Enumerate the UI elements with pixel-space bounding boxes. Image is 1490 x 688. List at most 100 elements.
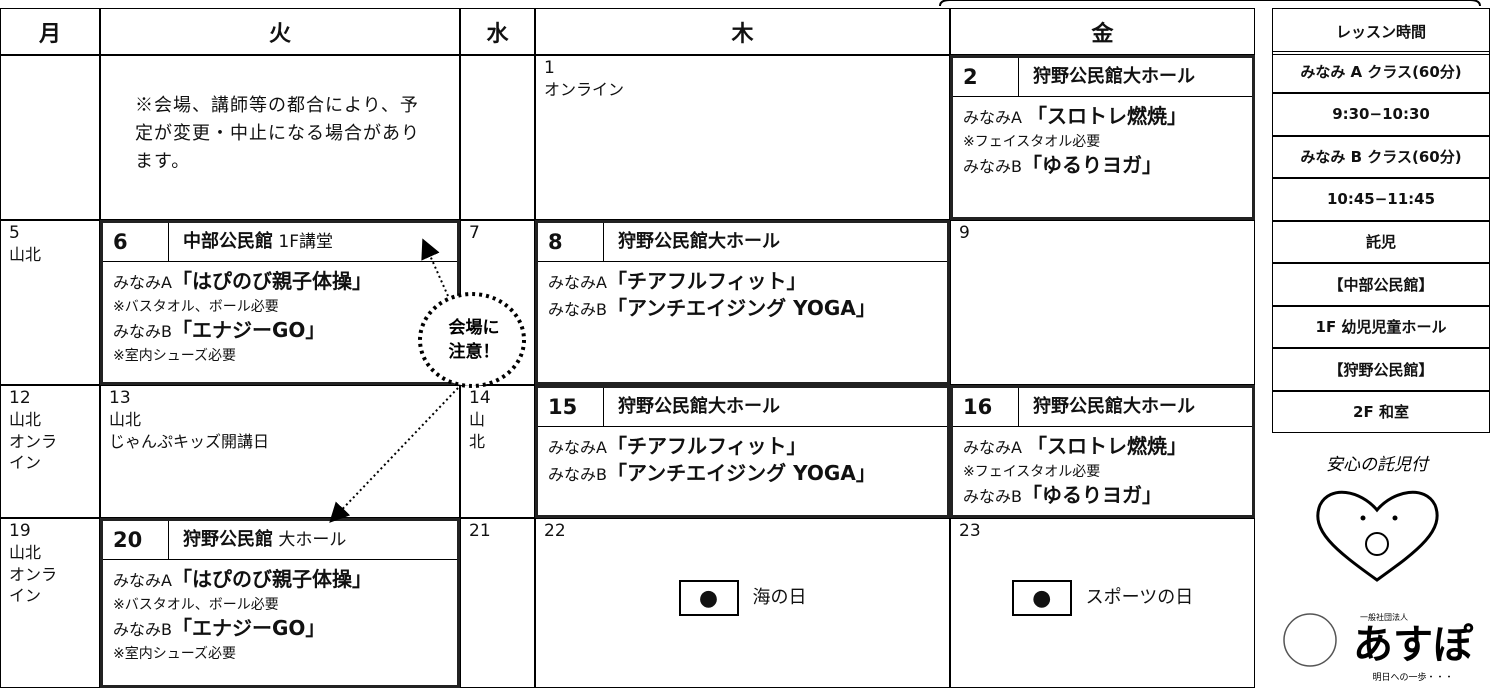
venue-name: 狩野公民館大ホール bbox=[1033, 395, 1195, 417]
text: みなみA bbox=[548, 273, 607, 292]
text: みなみB bbox=[548, 300, 607, 319]
lesson-row: 1F 幼児児童ホール bbox=[1272, 305, 1490, 348]
day-header: 金 bbox=[950, 8, 1255, 55]
globe bbox=[1283, 613, 1337, 667]
heart bbox=[1316, 490, 1439, 582]
venue-strip: 16 狩野公民館大ホール bbox=[953, 388, 1252, 427]
line: ※室内シューズ必要 bbox=[113, 642, 447, 664]
line: みなみB「エナジーGO」 bbox=[113, 317, 447, 344]
text: ※フェイスタオル必要 bbox=[963, 464, 1101, 480]
line: みなみA「チアフルフィット」 bbox=[548, 268, 937, 295]
date: 20 bbox=[103, 521, 169, 559]
venue: 狩野公民館大ホール bbox=[604, 231, 780, 254]
day-cell: 5 山北 bbox=[0, 220, 100, 385]
text: 山北 bbox=[469, 410, 486, 451]
line: みなみA「はぴのび親子体操」 bbox=[113, 268, 447, 295]
venue: 中部公民館 1F講堂 bbox=[169, 231, 333, 254]
day-cell: 12 山北 オンライン bbox=[0, 385, 100, 518]
venue-name: 中部公民館 bbox=[183, 230, 273, 252]
text: 「アンチエイジング YOGA」 bbox=[606, 296, 876, 320]
text: 山北 bbox=[9, 410, 42, 430]
line: みなみA「チアフルフィット」 bbox=[548, 433, 937, 460]
holiday: ● 海の日 bbox=[544, 580, 941, 617]
text: 「エナジーGO」 bbox=[171, 317, 326, 342]
line: 山北 bbox=[469, 409, 487, 452]
logo-name: あすぽ bbox=[1353, 621, 1474, 668]
text: ※バスタオル、ボール必要 bbox=[113, 299, 279, 315]
line: みなみA 「スロトレ燃焼」 bbox=[963, 433, 1242, 460]
venue-name: 狩野公民館大ホール bbox=[1033, 65, 1195, 87]
text: 「チアフルフィット」 bbox=[606, 434, 807, 458]
text: みなみB bbox=[113, 321, 172, 341]
line: 山北 bbox=[9, 542, 62, 564]
motto: 明日への一歩・・・ bbox=[1372, 671, 1453, 683]
lesson-row: 【狩野公民館】 bbox=[1272, 348, 1490, 391]
line: みなみA「はぴのび親子体操」 bbox=[113, 566, 447, 593]
line: みなみB「ゆるりヨガ」 bbox=[963, 482, 1242, 509]
text: 「スロトレ燃焼」 bbox=[1027, 434, 1188, 458]
venue-room: 1F講堂 bbox=[278, 231, 334, 252]
day-cell: 6 中部公民館 1F講堂 みなみA「はぴのび親子体操」 ※バスタオル、ボール必要 みなみ… bbox=[100, 220, 460, 385]
cell-body: みなみA「はぴのび親子体操」 ※バスタオル、ボール必要みなみB「エナジーGO」 ※室… bbox=[103, 262, 457, 372]
lesson-row: 託児 bbox=[1272, 220, 1490, 263]
venue: 狩野公民館大ホール bbox=[1019, 396, 1195, 419]
date: 8 bbox=[538, 223, 604, 261]
cell-body: みなみA「チアフルフィット」 みなみB「アンチエイジング YOGA」 bbox=[538, 262, 947, 328]
day-cell: 16 狩野公民館大ホールみなみA 「スロトレ燃焼」 ※フェイスタオル必要みなみB「ゆ… bbox=[950, 385, 1255, 518]
cell-body: みなみA 「スロトレ燃焼」 ※フェイスタオル必要みなみB「ゆるりヨガ」 bbox=[953, 97, 1252, 185]
venue-strip: 15 狩野公民館大ホール bbox=[538, 388, 947, 427]
date: 5 bbox=[9, 223, 20, 243]
day-header: 月 bbox=[0, 8, 100, 55]
text: ※フェイスタオル必要 bbox=[963, 134, 1101, 150]
day-cell: 7 bbox=[460, 220, 535, 385]
cell-body: みなみA「はぴのび親子体操」 ※バスタオル、ボール必要 みなみB「エナジーGO」 ※室… bbox=[103, 560, 457, 670]
text: みなみB bbox=[548, 465, 607, 484]
text: みなみA bbox=[113, 273, 172, 292]
day-cell: 21 bbox=[460, 518, 535, 688]
venue-strip: 20 狩野公民館 大ホール bbox=[103, 521, 457, 560]
line: ※室内シューズ必要 bbox=[113, 344, 447, 366]
date: 21 bbox=[469, 521, 491, 541]
line: オンライン bbox=[9, 431, 62, 474]
cell-body: みなみA「チアフルフィット」 みなみB「アンチエイジング YOGA」 bbox=[538, 427, 947, 493]
text: 「エナジーGO」 bbox=[171, 615, 326, 640]
date: 13 bbox=[109, 388, 131, 408]
frame-edge bbox=[939, 0, 1481, 7]
day-cell: ※会場、講師等の都合により、予定が変更・中止になる場合があります。 bbox=[100, 55, 460, 220]
day-cell bbox=[460, 55, 535, 220]
text: 「はぴのび親子体操」 bbox=[171, 269, 372, 293]
line: みなみB「アンチエイジング YOGA」 bbox=[548, 295, 937, 322]
line: みなみA 「スロトレ燃焼」 bbox=[963, 103, 1242, 130]
holiday-box: ● bbox=[678, 580, 739, 617]
lesson-row: 【中部公民館】 bbox=[1272, 263, 1490, 306]
line: 山北 bbox=[9, 244, 62, 266]
line: ※バスタオル、ボール必要 bbox=[113, 593, 447, 615]
cell-body: みなみA 「スロトレ燃焼」 ※フェイスタオル必要みなみB「ゆるりヨガ」 bbox=[953, 427, 1252, 515]
text: みなみA bbox=[963, 108, 1028, 127]
lesson-row: みなみ A クラス(60分) bbox=[1272, 50, 1490, 93]
venue: 狩野公民館大ホール bbox=[1019, 66, 1195, 89]
line: みなみB「エナジーGO」 bbox=[113, 615, 447, 642]
text: 「はぴのび親子体操」 bbox=[171, 567, 372, 591]
day-cell: 8 狩野公民館大ホール みなみA「チアフルフィット」 みなみB「アンチエイジング YO… bbox=[535, 220, 950, 385]
lesson-row: レッスン時間 bbox=[1272, 8, 1490, 55]
text: 山北 bbox=[109, 410, 142, 430]
date: 6 bbox=[103, 223, 169, 261]
line: みなみB「ゆるりヨガ」 bbox=[963, 152, 1242, 179]
holiday-name: 海の日 bbox=[752, 587, 807, 608]
tagline: 安心の託児付 bbox=[1326, 455, 1430, 475]
day-header: 水 bbox=[460, 8, 535, 55]
text: 「チアフルフィット」 bbox=[606, 269, 807, 293]
notice: ※会場、講師等の都合により、予定が変更・中止になる場合があります。 bbox=[135, 95, 420, 172]
text: 山北 bbox=[9, 543, 42, 563]
venue-strip: 2 狩野公民館大ホール bbox=[953, 58, 1252, 97]
day-cell: 22 ● 海の日 bbox=[535, 518, 950, 688]
line: ※バスタオル、ボール必要 bbox=[113, 295, 447, 317]
text: みなみB bbox=[113, 619, 172, 639]
date: 7 bbox=[469, 223, 480, 243]
day-cell: 13 山北 じゃんぷキッズ開講日 bbox=[100, 385, 460, 518]
venue-room: 大ホール bbox=[278, 529, 347, 550]
text: ※室内シューズ必要 bbox=[113, 645, 237, 662]
